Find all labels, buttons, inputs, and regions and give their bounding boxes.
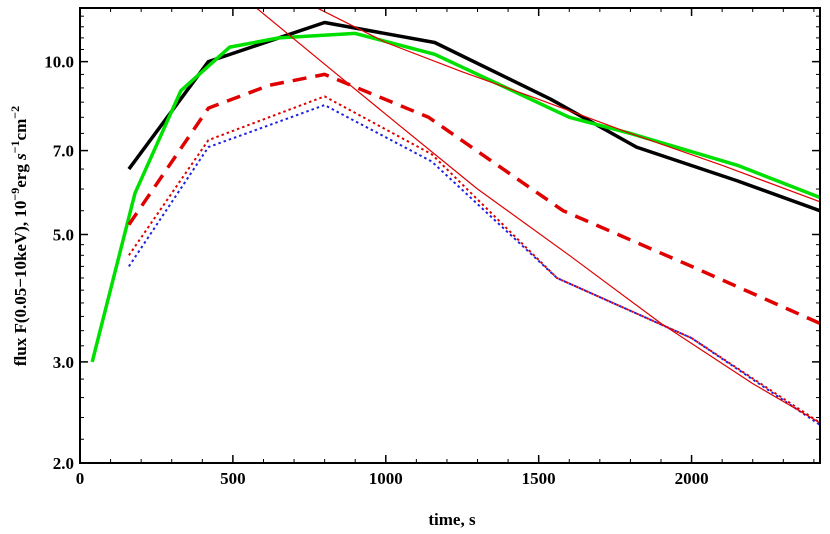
y-tick-label: 10.0 (44, 53, 74, 72)
series-line-2 (90, 31, 820, 363)
y-axis-label-exp1: −9 (8, 188, 22, 201)
x-tick-label: 0 (76, 469, 85, 488)
series-line-4 (128, 95, 820, 424)
series-line-7 (315, 8, 820, 203)
y-axis-label: flux F(0.05−10keV), 10−9erg s−1cm−2 (8, 106, 30, 366)
series-line-6 (255, 8, 820, 424)
series-line-5 (128, 104, 820, 426)
y-axis-label-s: s (11, 153, 30, 161)
y-tick-label: 7.0 (53, 142, 74, 161)
x-tick-label: 1000 (369, 469, 403, 488)
series-line-3 (127, 72, 820, 325)
y-axis-label-prefix: flux F(0.05−10keV), 10 (11, 201, 30, 367)
series-line-1 (127, 20, 820, 213)
y-axis-label-exp2: −1 (8, 140, 22, 153)
y-axis-label-exp3: −2 (8, 106, 22, 119)
tick-layer: 0 500 1000 1500 2000 2.0 3.0 5.0 7.0 10.0 (44, 8, 820, 488)
x-tick-label: 500 (220, 469, 246, 488)
series-layer (90, 8, 820, 426)
y-tick-label: 3.0 (53, 353, 74, 372)
x-axis-label: time, s (428, 510, 476, 529)
plot-frame (79, 7, 821, 464)
y-axis-label-cm: cm (11, 119, 30, 141)
y-tick-label: 2.0 (53, 454, 74, 473)
y-tick-label: 5.0 (53, 225, 74, 244)
x-tick-label: 2000 (675, 469, 709, 488)
y-axis-label-erg: erg (11, 160, 30, 188)
x-tick-label: 1500 (522, 469, 556, 488)
